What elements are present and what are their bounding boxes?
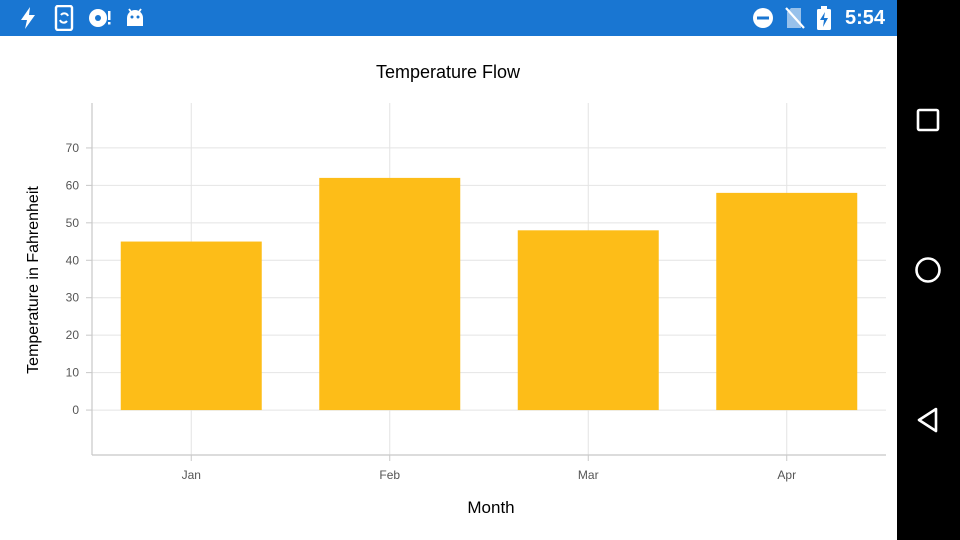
android-icon [124,0,146,36]
flash-icon [18,0,38,36]
home-button[interactable] [908,250,948,290]
x-tick-label: Mar [578,468,599,482]
y-axis-title: Temperature in Fahrenheit [25,186,42,374]
x-tick-label: Apr [777,468,796,482]
back-triangle-icon [917,407,938,433]
column-chart: Temperature Flow 0 10 20 30 40 50 60 70 Jan Feb Ma… [25,62,886,517]
do-not-disturb-icon [751,0,775,36]
axes [86,103,886,461]
bar-mar[interactable] [517,230,659,411]
status-time: 5:54 [844,7,885,29]
phone-sync-icon [53,0,75,36]
storage-alert-icon [87,0,113,36]
y-tick-label: 0 [72,403,79,417]
y-tick-label: 70 [66,141,80,155]
tick-labels: 0 10 20 30 40 50 60 70 Jan Feb Mar Apr [66,141,796,482]
no-sim-icon [784,0,806,36]
chart-view: Temperature Flow 0 10 20 30 40 50 60 70 Jan Feb Ma… [0,36,897,540]
navigation-bar [897,0,960,540]
bars [120,177,858,411]
chart-title: Temperature Flow [376,62,521,82]
bar-feb[interactable] [319,177,461,411]
x-axis-title: Month [467,498,514,517]
y-tick-label: 20 [66,328,80,342]
bar-jan[interactable] [120,241,262,411]
battery-charging-icon [815,0,833,36]
x-tick-label: Feb [379,468,400,482]
bar-apr[interactable] [716,192,858,411]
circle-icon [915,257,941,283]
y-tick-label: 30 [66,291,80,305]
y-tick-label: 40 [66,253,80,267]
recents-button[interactable] [908,100,948,140]
y-tick-label: 50 [66,216,80,230]
back-button[interactable] [908,400,948,440]
square-icon [916,108,940,132]
y-tick-label: 60 [66,178,80,192]
y-tick-label: 10 [66,366,80,380]
x-tick-label: Jan [182,468,201,482]
status-bar: 5:54 [0,0,897,36]
